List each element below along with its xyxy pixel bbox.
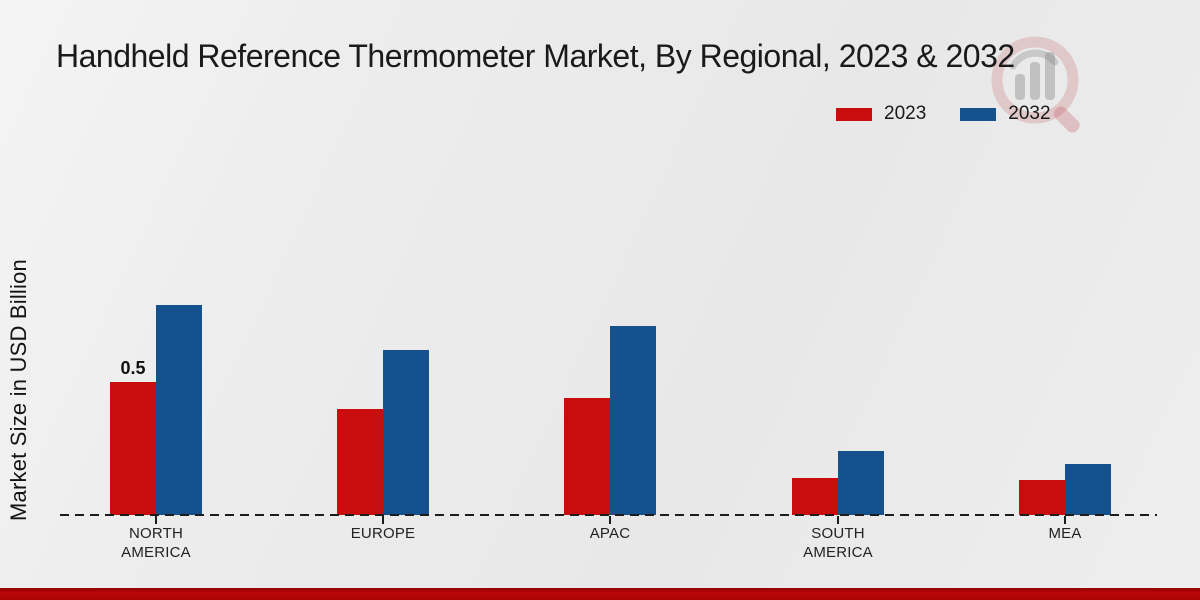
x-axis-tick-north-america bbox=[155, 516, 157, 524]
legend-swatch-2023 bbox=[836, 107, 872, 121]
footer-accent-strip bbox=[0, 588, 1200, 600]
legend-label: 2023 bbox=[884, 103, 927, 124]
x-axis-tick-south-america bbox=[837, 516, 839, 524]
bar-2032-south-america bbox=[838, 451, 884, 515]
x-axis-label-south-america: SOUTH AMERICA bbox=[803, 525, 873, 561]
bar-2032-mea bbox=[1065, 464, 1111, 515]
bar-2023-europe bbox=[337, 409, 383, 515]
bar-2023-mea bbox=[1019, 480, 1065, 515]
legend-label: 2032 bbox=[1008, 103, 1051, 124]
chart-title: Handheld Reference Thermometer Market, B… bbox=[56, 38, 1015, 74]
x-axis-tick-europe bbox=[382, 516, 384, 524]
bar-value-label-2023-north-america: 0.5 bbox=[120, 358, 146, 378]
bar-2023-apac bbox=[564, 398, 610, 515]
legend-item-2032: 2032 bbox=[960, 103, 1051, 125]
legend-swatch-2032 bbox=[960, 107, 997, 121]
bar-2032-apac bbox=[610, 326, 656, 515]
x-axis-tick-mea bbox=[1064, 516, 1066, 524]
x-axis-label-mea: MEA bbox=[1048, 525, 1082, 542]
legend-item-2023: 2023 bbox=[836, 103, 926, 125]
chart-legend: 2023 2032 bbox=[836, 103, 1051, 125]
x-axis-label-apac: APAC bbox=[589, 525, 631, 542]
bar-2032-north-america bbox=[156, 305, 202, 515]
bar-2023-north-america bbox=[110, 382, 156, 515]
magnifier-bar-chart-logo-icon bbox=[991, 36, 1080, 133]
x-axis-baseline bbox=[60, 514, 1157, 516]
bar-2023-south-america bbox=[792, 478, 838, 515]
bar-2032-europe bbox=[383, 350, 429, 515]
x-axis-label-europe: EUROPE bbox=[350, 525, 416, 542]
x-axis-label-north-america: NORTH AMERICA bbox=[121, 525, 191, 561]
x-axis-tick-apac bbox=[609, 516, 611, 524]
